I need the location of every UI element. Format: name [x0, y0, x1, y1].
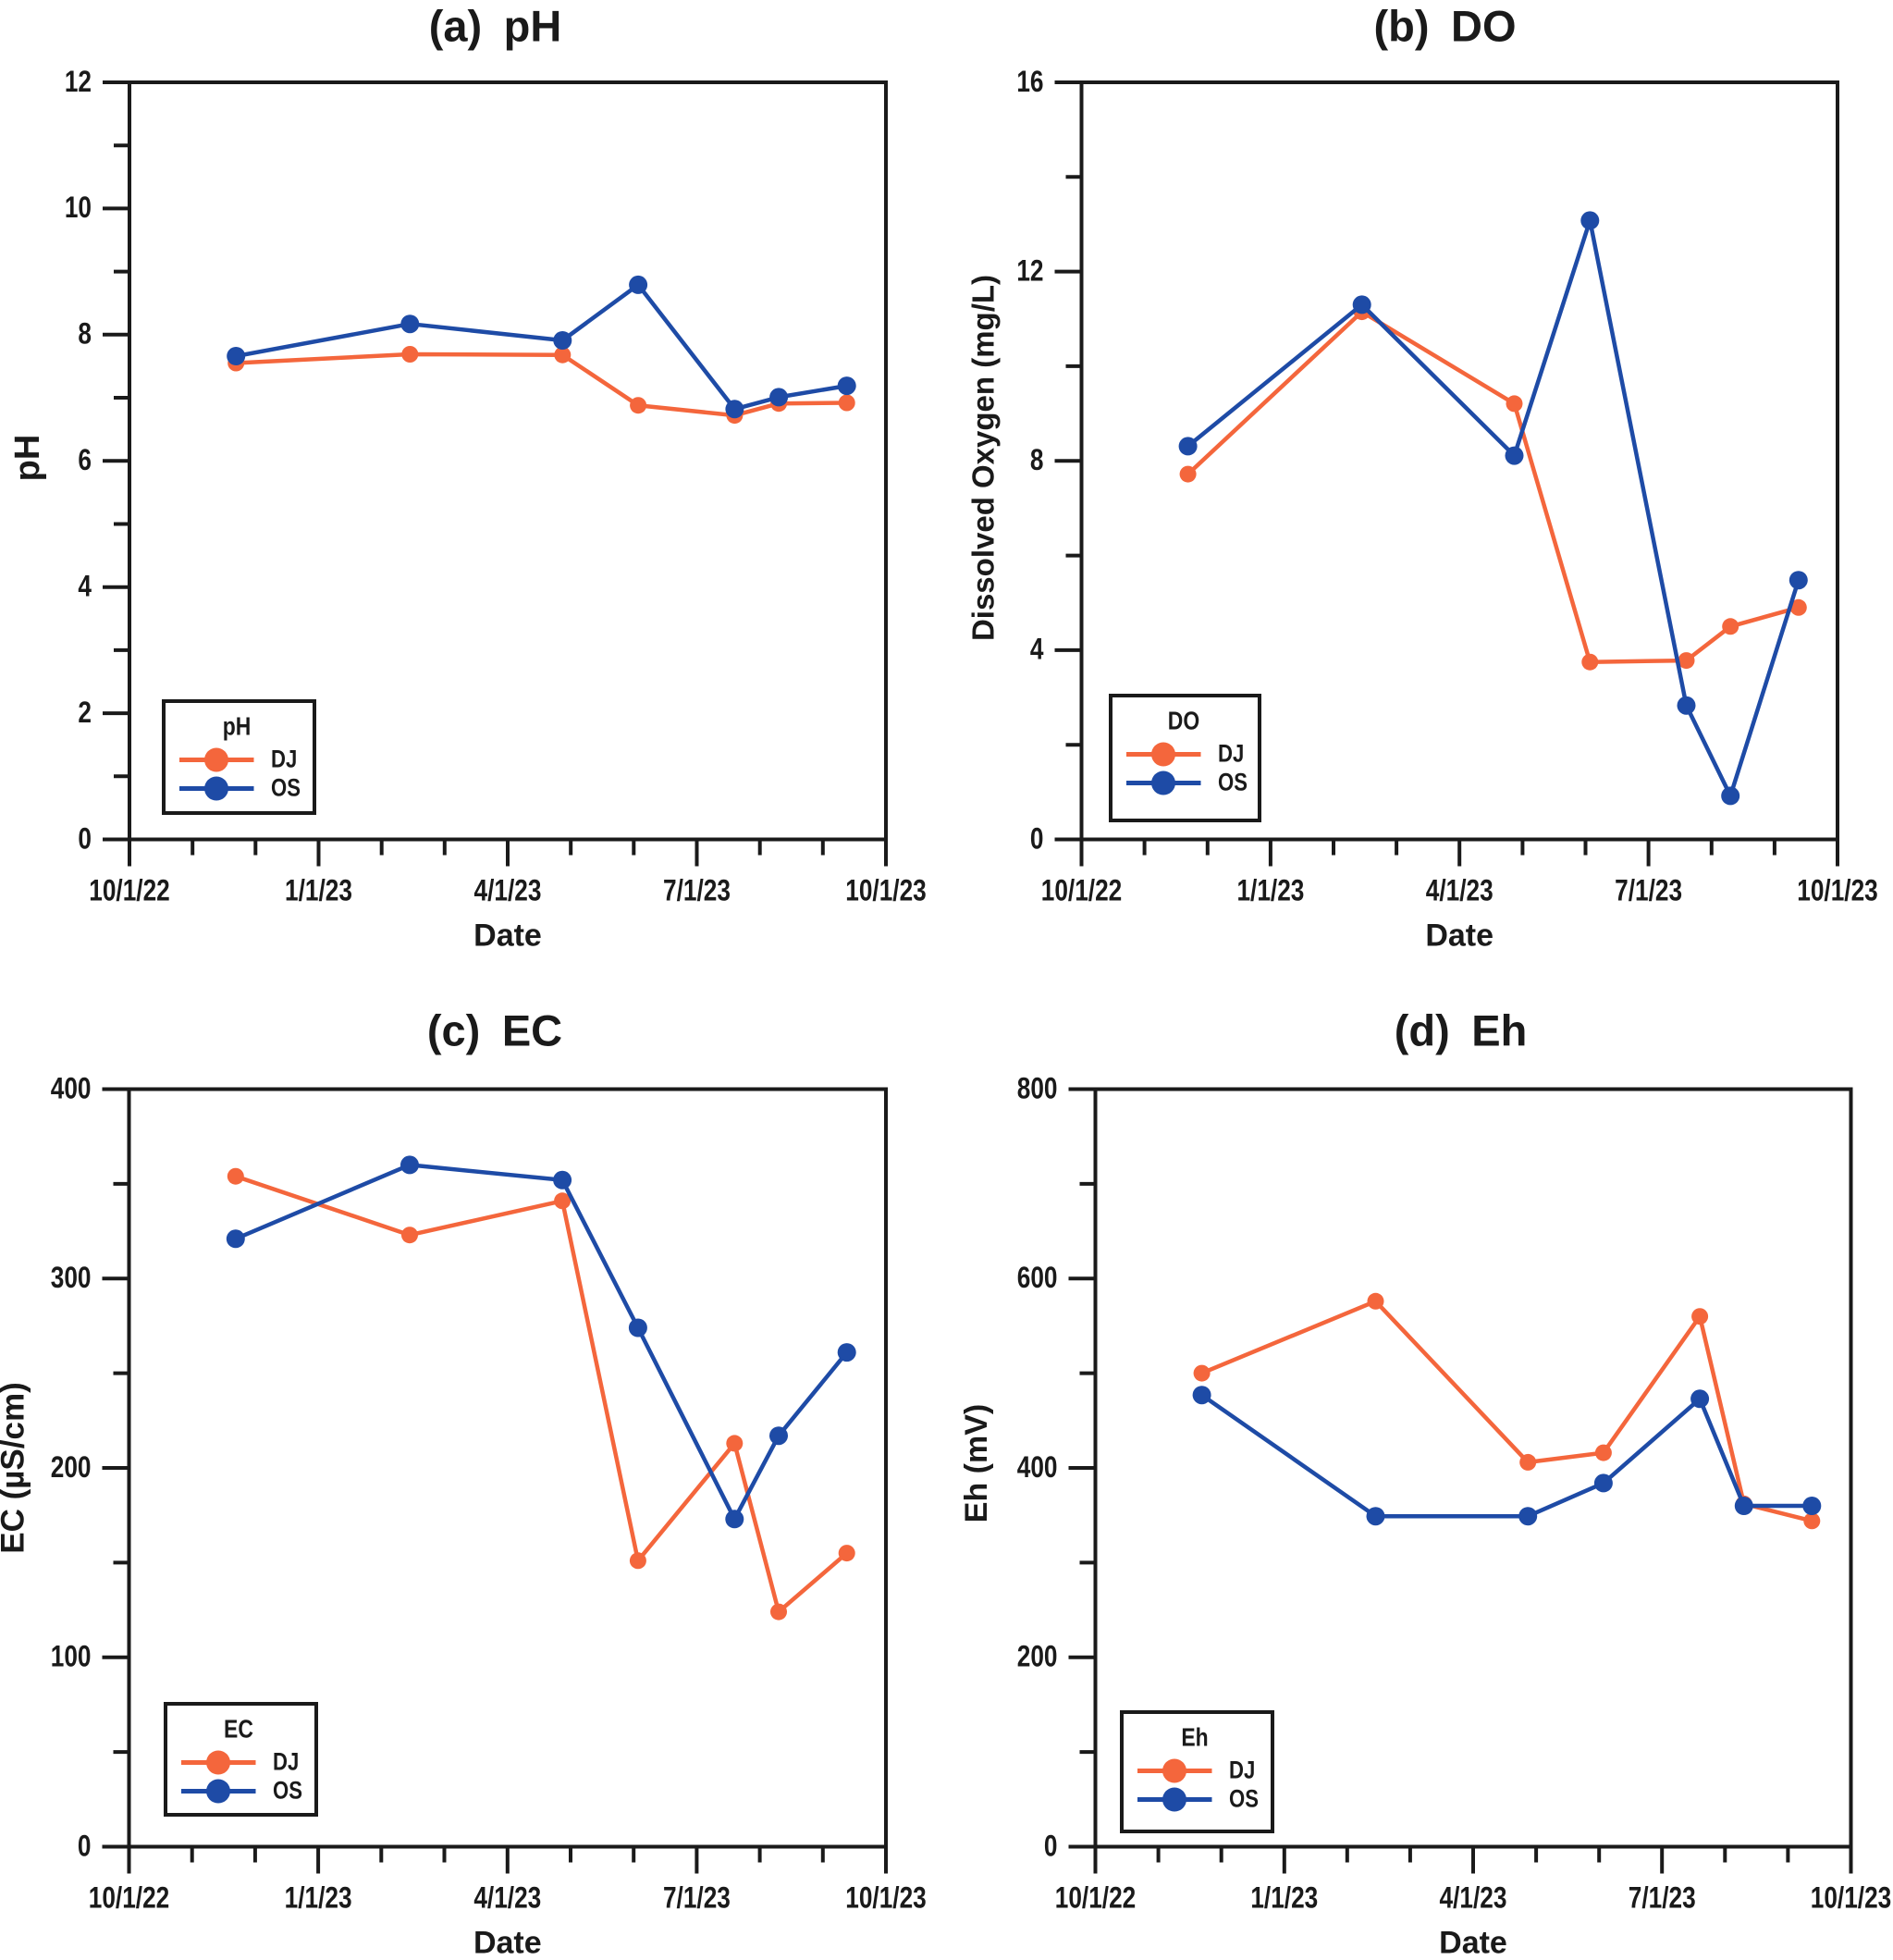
svg-text:DO: DO — [1168, 708, 1199, 736]
svg-text:7/1/23: 7/1/23 — [663, 875, 731, 907]
svg-text:(a) pH: (a) pH — [429, 2, 562, 51]
svg-text:(b) DO: (b) DO — [1373, 2, 1516, 51]
svg-text:pH: pH — [8, 435, 47, 482]
svg-text:EC (µS/cm): EC (µS/cm) — [0, 1382, 31, 1553]
svg-text:OS: OS — [1229, 1786, 1259, 1814]
svg-text:Eh: Eh — [1181, 1724, 1208, 1753]
svg-text:0: 0 — [1030, 823, 1044, 856]
svg-text:Date: Date — [473, 1926, 542, 1956]
svg-text:400: 400 — [51, 1073, 92, 1105]
svg-text:7/1/23: 7/1/23 — [1629, 1882, 1696, 1915]
svg-text:7/1/23: 7/1/23 — [663, 1882, 731, 1915]
svg-text:100: 100 — [51, 1641, 92, 1673]
svg-text:1/1/23: 1/1/23 — [1250, 1882, 1318, 1915]
svg-text:OS: OS — [1218, 770, 1248, 797]
svg-text:OS: OS — [271, 775, 301, 803]
svg-text:8: 8 — [1030, 445, 1044, 477]
svg-text:10: 10 — [65, 192, 92, 225]
svg-text:4/1/23: 4/1/23 — [1426, 875, 1494, 907]
svg-text:OS: OS — [273, 1778, 302, 1806]
svg-text:300: 300 — [51, 1263, 92, 1295]
svg-text:1/1/23: 1/1/23 — [285, 875, 352, 907]
svg-text:10/1/22: 10/1/22 — [89, 875, 170, 907]
svg-text:Dissolved Oxygen (mg/L): Dissolved Oxygen (mg/L) — [966, 275, 1001, 641]
svg-text:1/1/23: 1/1/23 — [285, 1882, 352, 1915]
svg-text:Eh (mV): Eh (mV) — [959, 1404, 994, 1522]
svg-text:10/1/23: 10/1/23 — [845, 1882, 927, 1915]
svg-text:DJ: DJ — [1218, 741, 1244, 769]
svg-text:DJ: DJ — [271, 746, 297, 774]
svg-text:10/1/23: 10/1/23 — [1797, 875, 1878, 907]
svg-text:800: 800 — [1017, 1073, 1058, 1105]
svg-text:0: 0 — [78, 823, 92, 856]
svg-text:600: 600 — [1017, 1263, 1058, 1295]
svg-text:200: 200 — [51, 1452, 92, 1485]
svg-text:6: 6 — [78, 445, 92, 477]
svg-text:(c) EC: (c) EC — [427, 1006, 562, 1055]
svg-text:7/1/23: 7/1/23 — [1615, 875, 1682, 907]
svg-text:12: 12 — [1016, 255, 1043, 288]
svg-text:10/1/22: 10/1/22 — [89, 1882, 170, 1915]
svg-text:(d) Eh: (d) Eh — [1395, 1006, 1528, 1055]
svg-text:4: 4 — [1030, 634, 1044, 666]
svg-text:EC: EC — [224, 1716, 253, 1744]
svg-text:10/1/22: 10/1/22 — [1055, 1882, 1137, 1915]
svg-text:2: 2 — [78, 697, 92, 730]
svg-text:DJ: DJ — [273, 1749, 299, 1777]
svg-text:0: 0 — [78, 1831, 92, 1863]
svg-text:DJ: DJ — [1229, 1757, 1255, 1785]
svg-text:pH: pH — [223, 713, 252, 742]
svg-text:10/1/22: 10/1/22 — [1041, 875, 1123, 907]
svg-text:1/1/23: 1/1/23 — [1236, 875, 1304, 907]
svg-text:Date: Date — [473, 918, 542, 954]
svg-text:12: 12 — [65, 67, 92, 99]
svg-text:10/1/23: 10/1/23 — [1811, 1882, 1892, 1915]
svg-text:4: 4 — [78, 571, 92, 603]
svg-text:Date: Date — [1425, 918, 1494, 954]
svg-text:4/1/23: 4/1/23 — [474, 875, 542, 907]
svg-text:400: 400 — [1017, 1452, 1058, 1485]
svg-text:8: 8 — [78, 318, 92, 351]
svg-text:0: 0 — [1044, 1831, 1058, 1863]
svg-text:4/1/23: 4/1/23 — [473, 1882, 541, 1915]
svg-text:Date: Date — [1439, 1926, 1507, 1956]
svg-text:4/1/23: 4/1/23 — [1440, 1882, 1507, 1915]
svg-text:10/1/23: 10/1/23 — [845, 875, 927, 907]
svg-text:200: 200 — [1017, 1641, 1058, 1673]
svg-text:16: 16 — [1016, 67, 1043, 99]
